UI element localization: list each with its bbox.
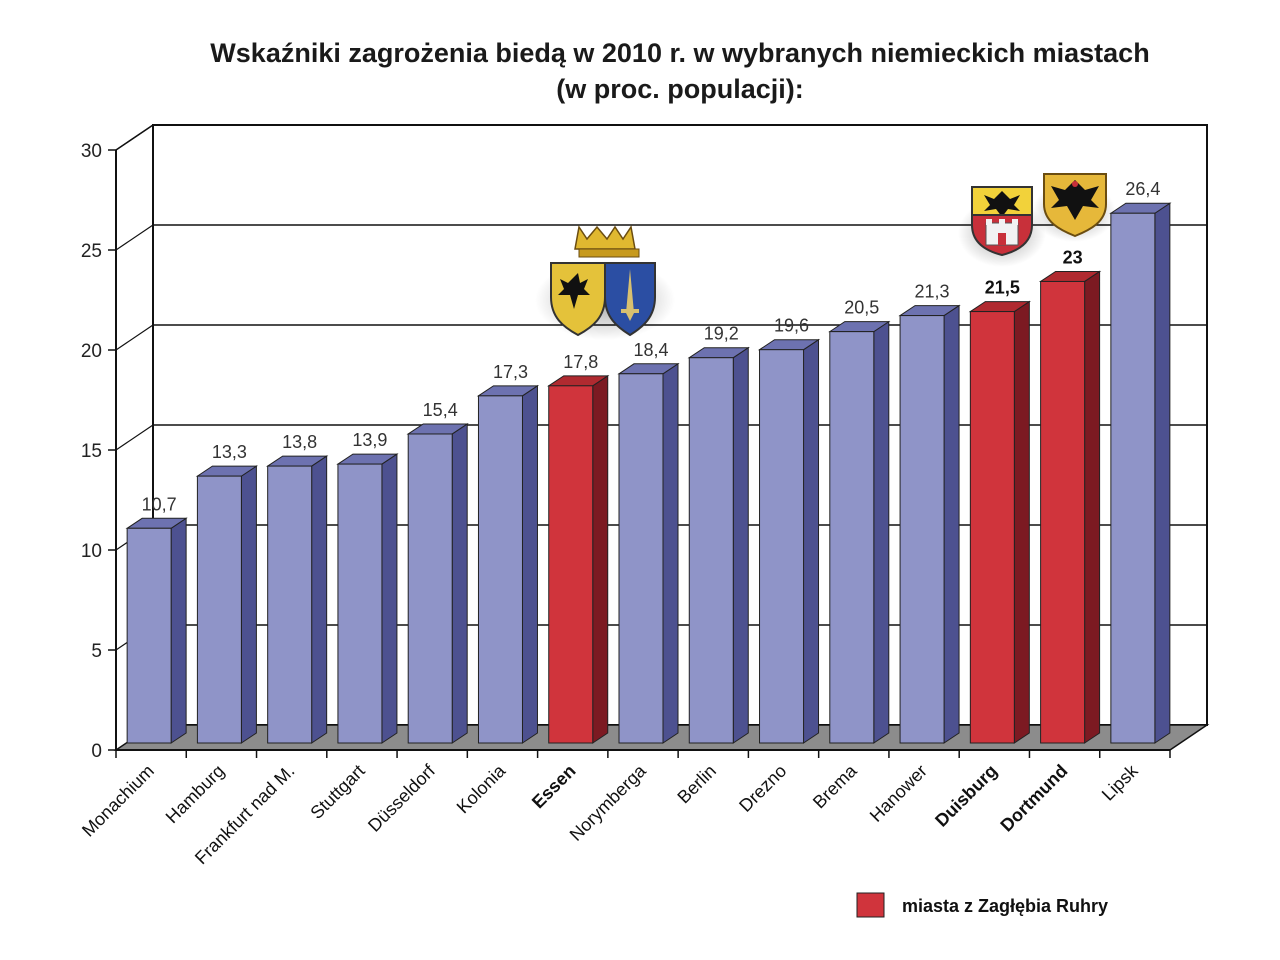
bar [266,455,329,744]
y-tick-label: 25 [81,241,102,262]
bar-front [1110,212,1156,744]
bar-front [899,315,945,744]
x-tick-label: Hamburg [162,761,228,827]
bar [195,465,259,744]
gridline-diagonal [115,424,154,451]
bar [547,374,610,744]
data-label: 19,2 [704,324,739,344]
data-label: 15,4 [423,400,458,420]
data-label: 26,4 [1125,179,1160,199]
bar-front [1040,280,1086,744]
bar-side [381,453,398,744]
bar-side [732,346,749,744]
bar [125,517,188,744]
bar-front [829,331,875,744]
x-tick-label: Monachium [78,761,158,841]
x-tick-label: Kolonia [453,760,510,817]
x-tick-label: Dortmund [996,761,1071,836]
bar-side [592,374,609,744]
x-tick-label: Essen [528,761,580,813]
bar-side [240,465,257,744]
gridline-diagonal [115,224,154,251]
bar-front [548,385,594,744]
bar-front [759,349,805,744]
y-tick-label: 20 [81,341,102,362]
bar-front [688,357,734,744]
x-tick-label: Brema [809,760,861,812]
side-wall-edge [115,124,154,151]
bar [687,346,750,744]
y-tick-label: 30 [81,141,102,162]
x-tick-label: Hanower [866,761,931,826]
bar-side [521,384,538,744]
x-tick-label: Berlin [673,761,720,808]
data-label: 13,8 [282,432,317,452]
x-tick-label: Norymberga [566,760,651,845]
bar-side [943,304,960,744]
data-label: 21,3 [915,282,950,302]
y-tick-label: 10 [81,541,102,562]
y-tick-label: 5 [91,641,102,662]
essen-coat-of-arms-icon [535,225,675,340]
y-tick-label: 0 [91,741,102,762]
bar-front [618,373,664,744]
chart-title: Wskaźniki zagrożenia biedą w 2010 r. w w… [210,38,1149,68]
bar-side [1154,202,1171,744]
dortmund-coat-of-arms-icon [1032,173,1116,242]
bar [828,320,891,744]
data-label: 20,5 [844,298,879,318]
duisburg-coat-of-arms-icon [958,186,1046,267]
bar-side [1013,300,1030,744]
bar-side [803,338,820,744]
y-tick-label: 15 [81,441,102,462]
bar-front [196,475,242,744]
bar-front [969,311,1015,744]
bar-front [267,465,313,744]
bar-front [337,463,383,744]
data-label: 13,3 [212,442,247,462]
data-label: 13,9 [352,430,387,450]
x-tick-label: Lipsk [1098,760,1143,805]
x-tick-label: Stuttgart [307,761,369,823]
data-label: 10,7 [142,494,177,514]
data-label: 17,8 [563,352,598,372]
bar-side [170,517,187,744]
bar-front [407,433,453,744]
bar [1038,270,1102,744]
data-label: 21,5 [985,278,1020,298]
x-tick-label: Drezno [735,761,790,816]
legend: miasta z Zagłębia Ruhry [856,892,1108,918]
bar [476,384,540,744]
bar [336,453,399,744]
bar [617,362,680,744]
bar-side [1084,270,1101,744]
data-label: 19,6 [774,316,809,336]
bar-side [311,455,328,744]
bar [406,423,469,744]
x-tick-label: Duisburg [931,761,1001,831]
gridline-diagonal [115,324,154,351]
legend-swatch-ruhr [856,892,885,918]
chart-subtitle: (w proc. populacji): [556,74,804,104]
bar-side [451,423,468,744]
data-label: 18,4 [633,340,668,360]
bar [898,304,961,744]
data-label: 23 [1063,247,1083,267]
x-tick-label: Düsseldorf [364,760,440,836]
bar-front [477,395,523,744]
bar [757,338,821,744]
bar-side [873,320,890,744]
bar [1109,202,1172,744]
data-label: 17,3 [493,362,528,382]
bar-side [662,362,679,744]
bar [968,300,1031,744]
legend-label-ruhr: miasta z Zagłębia Ruhry [902,896,1108,916]
bar-front [126,527,172,744]
